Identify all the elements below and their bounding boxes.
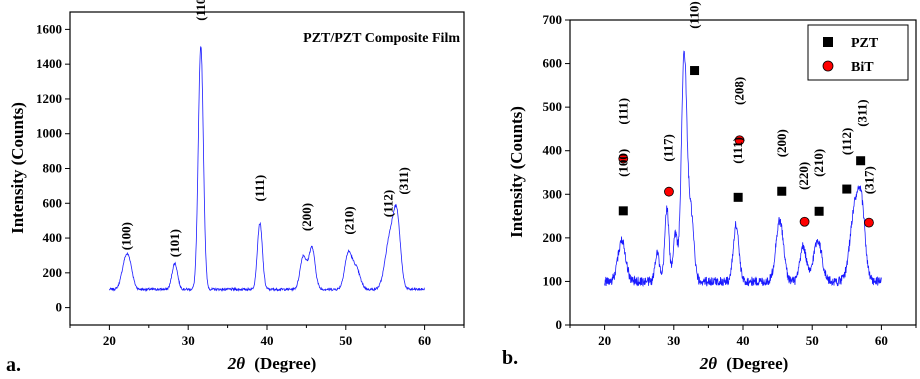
y-tick-label: 800	[43, 161, 63, 176]
peak-label: (208)	[732, 77, 747, 105]
peak-label: (100)	[615, 149, 630, 177]
x-tick-label: 60	[418, 333, 431, 348]
x-tick-label: 50	[806, 333, 819, 348]
y-tick-label: 600	[543, 56, 563, 71]
y-tick-label: 0	[556, 317, 563, 332]
y-tick-label: 500	[543, 99, 563, 114]
x-tick-label: 20	[598, 333, 611, 348]
bit-marker	[664, 186, 674, 197]
panel-b-legend: PZT BiT	[807, 24, 909, 81]
peak-label: (101)	[167, 229, 182, 257]
peak-label: (100)	[119, 222, 134, 250]
panel-a: PZT/PZT Composite Film Intensity (Counts…	[6, 0, 465, 376]
panel-a-x-axis-label: 2θ (Degree)	[227, 354, 317, 373]
pzt-marker	[777, 186, 787, 196]
peak-label: (200)	[299, 203, 314, 231]
peak-label: (210)	[811, 149, 826, 177]
panel-b-label: b.	[502, 347, 518, 369]
peak-label: (111)	[252, 175, 267, 202]
x-tick-label: 20	[103, 333, 116, 348]
x-tick-label: 30	[667, 333, 680, 348]
y-tick-label: 600	[43, 195, 63, 210]
x-tick-label: 30	[182, 333, 195, 348]
x-tick-label: 50	[339, 333, 352, 348]
y-tick-label: 1400	[36, 56, 62, 71]
pzt-marker	[618, 206, 628, 216]
y-tick-label: 200	[543, 230, 563, 245]
peak-label: (311)	[855, 99, 870, 126]
y-tick-label: 200	[43, 265, 63, 280]
bit-marker	[734, 135, 745, 146]
panel-b-x-axis-label: 2θ (Degree)	[699, 354, 789, 373]
pzt-marker	[856, 156, 866, 166]
peak-label: (117)	[660, 134, 675, 161]
pzt-marker	[733, 192, 743, 202]
x-tick-label: 40	[261, 333, 274, 348]
y-tick-label: 700	[543, 12, 563, 27]
panel-b-series-line	[604, 50, 882, 288]
peak-label: (311)	[396, 167, 411, 194]
peak-label: (210)	[342, 206, 357, 234]
x-tick-label: 60	[875, 333, 888, 348]
pzt-marker	[814, 206, 824, 216]
panel-a-y-axis-label: Intensity (Counts)	[8, 102, 27, 234]
peak-label: (110)	[193, 0, 208, 21]
peak-label: (110)	[687, 1, 702, 28]
bit-marker	[618, 153, 629, 164]
peak-label: (111)	[730, 137, 745, 164]
y-tick-label: 100	[543, 273, 563, 288]
panel-a-x-axis-unit: (Degree)	[254, 354, 316, 373]
panel-a-label: a.	[6, 354, 21, 376]
y-tick-label: 400	[43, 230, 63, 245]
panel-b: Intensity (Counts) 2θ (Degree) b. 20 30 40…	[502, 1, 917, 373]
x-tick-label: 40	[737, 333, 750, 348]
bit-marker	[799, 216, 810, 227]
peak-label: (200)	[774, 129, 789, 157]
panel-b-x-axis-unit: (Degree)	[726, 354, 788, 373]
y-tick-label: 1000	[36, 126, 62, 141]
y-tick-label: 400	[543, 143, 563, 158]
y-tick-label: 1200	[36, 91, 62, 106]
peak-label: (317)	[862, 166, 877, 194]
legend-label: PZT	[851, 36, 879, 51]
pzt-marker	[842, 184, 852, 194]
legend-bit-swatch	[822, 60, 834, 72]
panel-a-x-axis-symbol: 2θ	[227, 354, 246, 373]
panel-a-title: PZT/PZT Composite Film	[303, 31, 460, 46]
peak-label: (111)	[615, 98, 630, 125]
y-tick-label: 1600	[36, 21, 62, 36]
y-tick-label: 300	[543, 186, 563, 201]
pzt-marker	[690, 66, 700, 76]
peak-label: (220)	[796, 162, 811, 190]
panel-b-x-axis-symbol: 2θ	[699, 354, 718, 373]
panel-b-y-axis-label: Intensity (Counts)	[507, 106, 526, 238]
peak-label: (112)	[380, 190, 395, 217]
bit-marker	[864, 217, 874, 228]
y-tick-label: 0	[56, 300, 63, 315]
legend-box	[807, 24, 909, 81]
legend-pzt-swatch	[823, 37, 833, 47]
legend-label: BiT	[851, 60, 874, 75]
panel-a-series-line	[109, 45, 425, 292]
peak-label: (112)	[839, 128, 854, 155]
